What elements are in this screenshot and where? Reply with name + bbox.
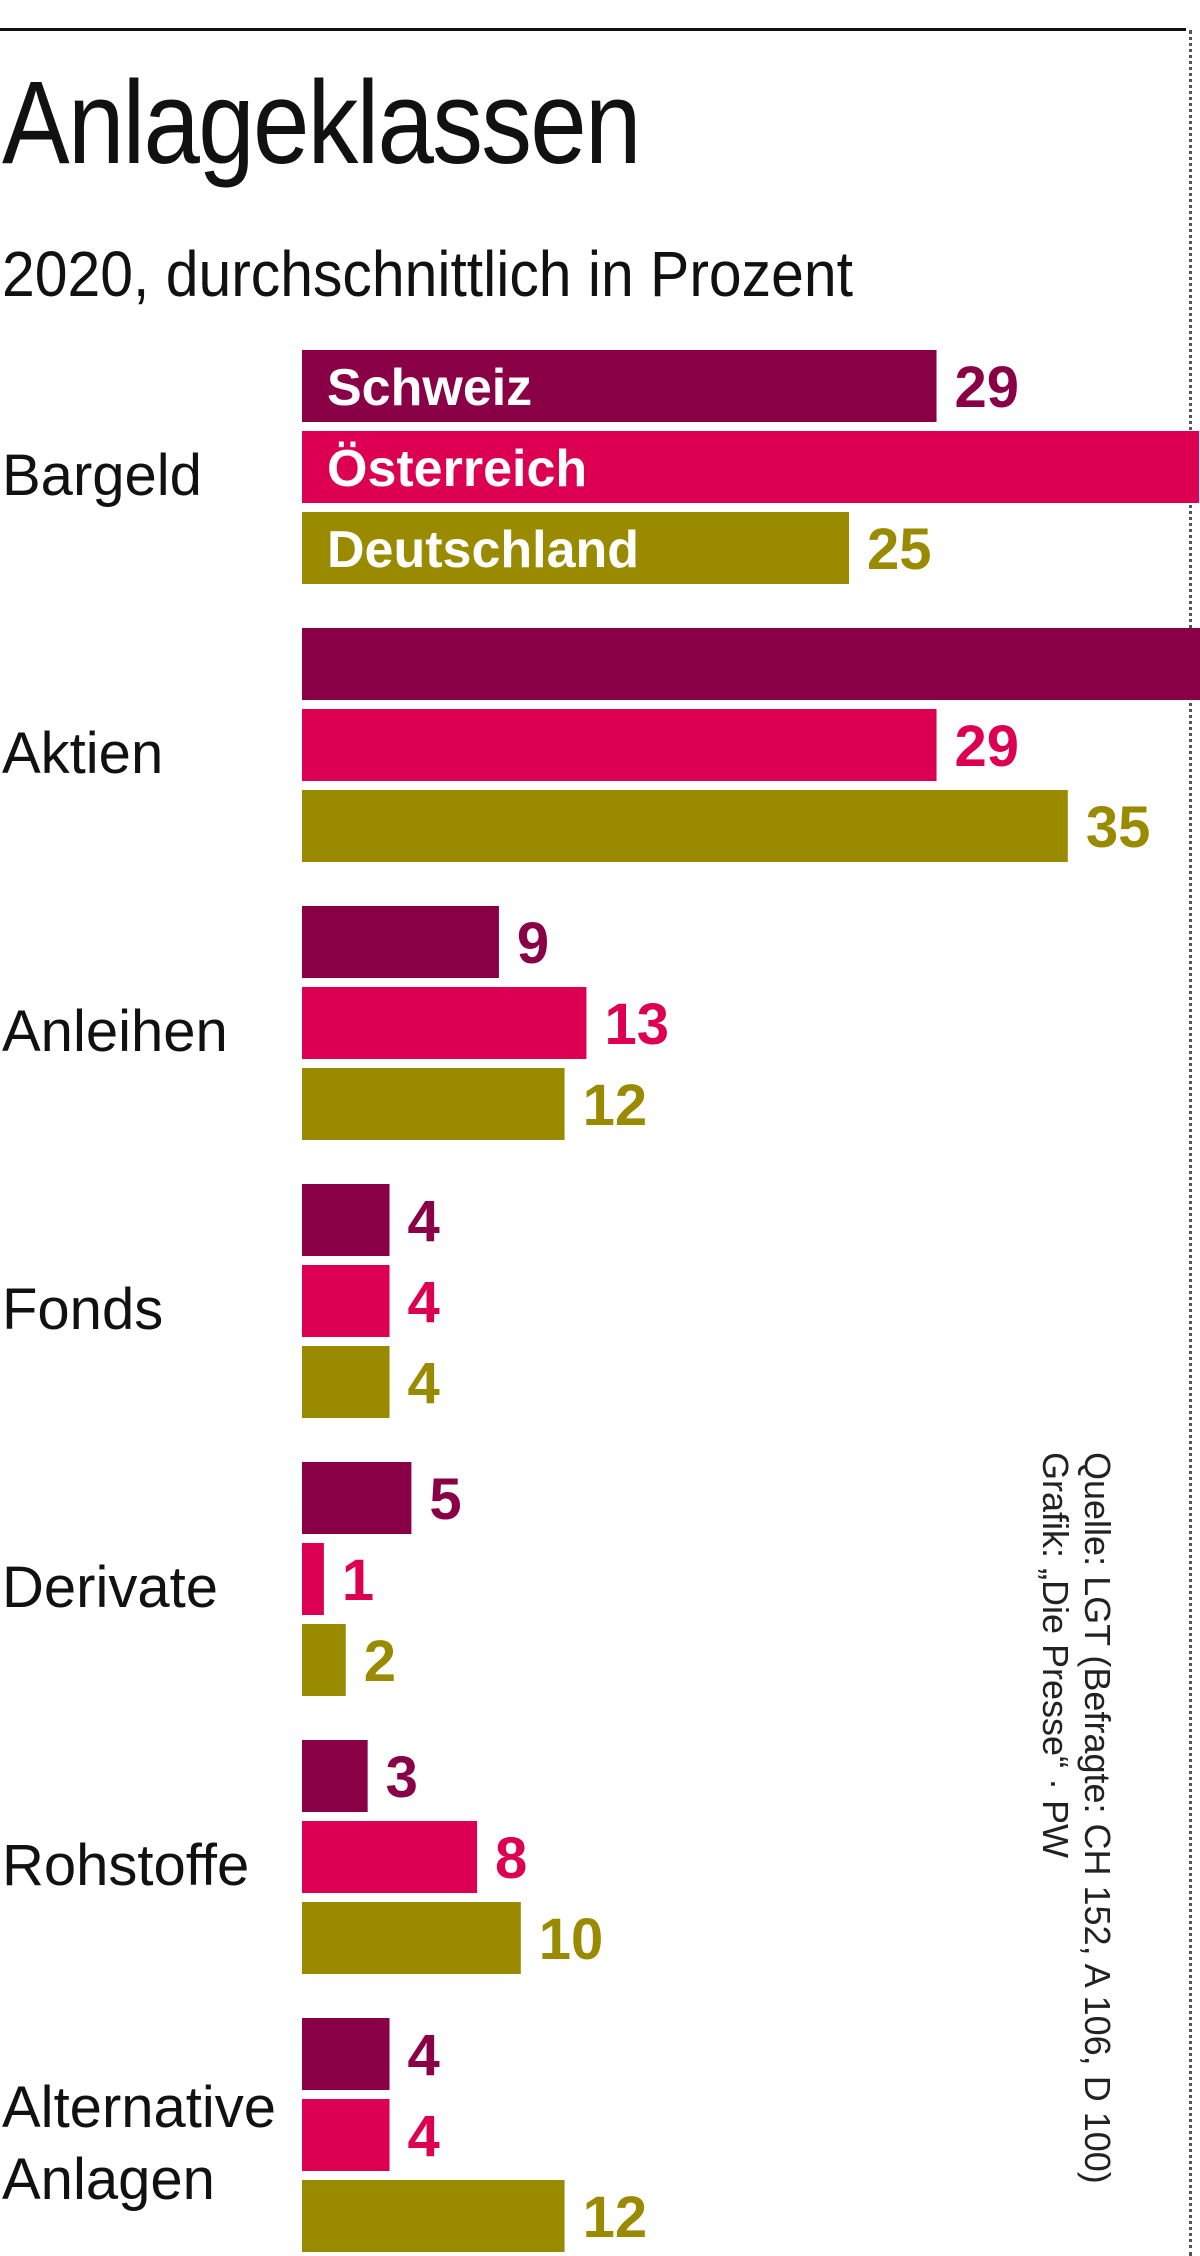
chart-subtitle: 2020, durchschnittlich in Prozent [2, 238, 853, 310]
category-label-line: Rohstoffe [2, 1833, 249, 1898]
source-note: Quelle: LGT (Befragte: CH 152, A 106, D … [1034, 1452, 1118, 2252]
bar-deutschland-bargeld [302, 512, 850, 584]
value-label-schweiz-anleihen: 9 [517, 911, 549, 976]
value-label-deutschland-derivate: 2 [364, 1629, 396, 1694]
bar-osterreich-rohstoffe [302, 1821, 478, 1893]
category-label-fonds: Fonds [2, 1277, 163, 1342]
bar-schweiz-aktien [302, 628, 1200, 700]
dotted-divider [1189, 30, 1192, 2256]
bar-deutschland-aktien [302, 790, 1068, 862]
value-label-deutschland-anleihen: 12 [583, 1073, 648, 1138]
category-label-line: Anlagen [2, 2147, 215, 2212]
bar-osterreich-alternative-anlagen [302, 2099, 390, 2171]
value-label-osterreich-derivate: 1 [342, 1548, 374, 1613]
bar-schweiz-bargeld [302, 350, 937, 422]
value-label-deutschland-fonds: 4 [408, 1351, 440, 1416]
chart-title: Anlageklassen [2, 57, 641, 189]
category-label-line: Anleihen [2, 999, 228, 1064]
top-rule [0, 28, 1186, 31]
value-label-osterreich-alternative-anlagen: 4 [408, 2104, 440, 2169]
bar-deutschland-rohstoffe [302, 1902, 521, 1974]
category-label-anleihen: Anleihen [2, 999, 228, 1064]
series-label-deutschland: Deutschland [327, 521, 639, 579]
category-label-line: Alternative [2, 2075, 276, 2140]
value-label-osterreich-aktien: 29 [955, 714, 1020, 779]
bar-schweiz-rohstoffe [302, 1740, 368, 1812]
value-label-schweiz-fonds: 4 [408, 1189, 440, 1254]
value-label-osterreich-anleihen: 13 [604, 992, 669, 1057]
bar-deutschland-alternative-anlagen [302, 2180, 565, 2252]
bar-osterreich-aktien [302, 709, 937, 781]
value-label-schweiz-rohstoffe: 3 [386, 1745, 418, 1810]
category-label-alternative-anlagen: Alternative Anlagen [2, 2075, 276, 2212]
category-label-line: Bargeld [2, 443, 202, 508]
bar-osterreich-fonds [302, 1265, 390, 1337]
bar-schweiz-alternative-anlagen [302, 2018, 390, 2090]
category-label-line: Aktien [2, 721, 163, 786]
bar-deutschland-fonds [302, 1346, 390, 1418]
category-label-line: Derivate [2, 1555, 218, 1620]
bar-deutschland-derivate [302, 1624, 346, 1696]
graphic-credit: Grafik: „Die Presse“ · PW [1035, 1452, 1076, 1859]
value-label-deutschland-rohstoffe: 10 [539, 1907, 604, 1972]
bar-schweiz-anleihen [302, 906, 499, 978]
value-label-deutschland-bargeld: 25 [867, 517, 932, 582]
bar-schweiz-fonds [302, 1184, 390, 1256]
series-label-schweiz: Schweiz [327, 359, 532, 417]
value-label-schweiz-alternative-anlagen: 4 [408, 2023, 440, 2088]
bar-osterreich-anleihen [302, 987, 587, 1059]
category-label-aktien: Aktien [2, 721, 163, 786]
category-label-rohstoffe: Rohstoffe [2, 1833, 249, 1898]
category-label-line: Fonds [2, 1277, 163, 1342]
value-label-deutschland-alternative-anlagen: 12 [583, 2185, 648, 2250]
bar-osterreich-bargeld [302, 431, 1200, 503]
value-label-schweiz-derivate: 5 [429, 1467, 461, 1532]
value-label-osterreich-fonds: 4 [408, 1270, 440, 1335]
series-label-osterreich: Österreich [327, 440, 587, 498]
value-label-schweiz-bargeld: 29 [955, 355, 1020, 420]
bar-schweiz-derivate [302, 1462, 412, 1534]
value-label-osterreich-rohstoffe: 8 [495, 1826, 527, 1891]
bar-osterreich-derivate [302, 1543, 324, 1615]
source-text: Quelle: LGT (Befragte: CH 152, A 106, D … [1077, 1452, 1118, 2184]
category-label-derivate: Derivate [2, 1555, 218, 1620]
value-label-deutschland-aktien: 35 [1086, 795, 1151, 860]
category-label-bargeld: Bargeld [2, 443, 202, 508]
bar-deutschland-anleihen [302, 1068, 565, 1140]
